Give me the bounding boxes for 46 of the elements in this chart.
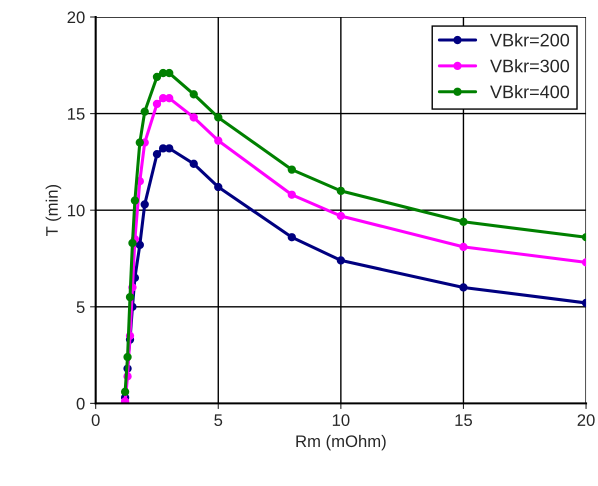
point bbox=[120, 388, 130, 396]
point bbox=[190, 160, 198, 168]
y-axis-title: T (min) bbox=[46, 184, 62, 236]
point bbox=[459, 283, 468, 292]
x-tick-label: 0 bbox=[92, 414, 100, 426]
point bbox=[336, 256, 346, 265]
point bbox=[190, 113, 198, 122]
x-tick-label: 5 bbox=[214, 414, 222, 426]
point bbox=[190, 90, 198, 98]
legend-label: VBkr=300 bbox=[490, 59, 570, 72]
point bbox=[288, 165, 296, 174]
point bbox=[123, 352, 132, 362]
point bbox=[459, 242, 468, 252]
point bbox=[288, 190, 296, 199]
point bbox=[214, 113, 222, 122]
y-tick-label: 5 bbox=[76, 301, 85, 313]
point bbox=[128, 238, 137, 248]
y-tick-label: 10 bbox=[68, 204, 85, 216]
point bbox=[336, 212, 346, 220]
x-axis-title: Rm (mOhm) bbox=[296, 434, 386, 450]
point bbox=[288, 233, 296, 242]
point bbox=[165, 68, 174, 78]
y-tick-label: 15 bbox=[68, 108, 85, 120]
point bbox=[214, 136, 222, 145]
point bbox=[136, 138, 144, 147]
point bbox=[459, 218, 468, 226]
y-tick-label: 0 bbox=[76, 398, 85, 410]
point bbox=[165, 144, 174, 153]
y-tick-label: 20 bbox=[68, 11, 85, 24]
point bbox=[214, 182, 222, 192]
point bbox=[165, 94, 174, 102]
x-tick-label: 10 bbox=[332, 414, 350, 426]
point bbox=[136, 240, 144, 250]
x-tick-label: 20 bbox=[578, 414, 595, 426]
x-tick-label: 15 bbox=[455, 414, 472, 426]
point bbox=[140, 200, 149, 209]
point bbox=[152, 72, 162, 82]
legend-label: VBkr=400 bbox=[490, 84, 570, 98]
legend-label: VBkr=200 bbox=[490, 33, 570, 47]
point bbox=[140, 108, 149, 116]
point bbox=[126, 292, 134, 302]
point bbox=[336, 186, 346, 196]
point bbox=[120, 397, 130, 404]
point bbox=[152, 150, 162, 158]
point bbox=[152, 100, 162, 108]
point bbox=[130, 196, 140, 205]
